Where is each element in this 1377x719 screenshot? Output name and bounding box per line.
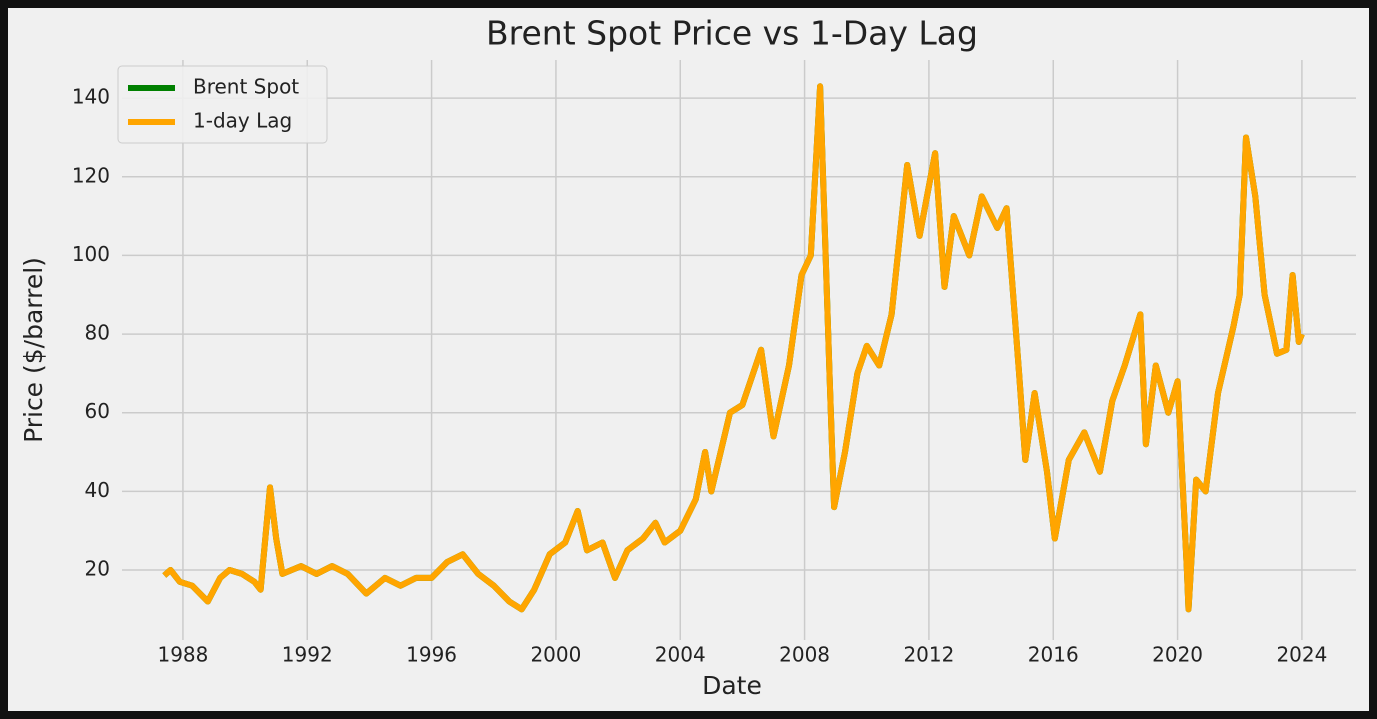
lines <box>162 83 1305 613</box>
chart-title: Brent Spot Price vs 1-Day Lag <box>486 14 978 53</box>
data-line <box>162 83 1305 613</box>
x-tick-label: 2012 <box>903 643 954 667</box>
grid: 20 40 60 80 100 120 140 1988 1992 1996 2000 2004 200… <box>72 60 1356 667</box>
y-tick-label: 120 <box>72 163 110 187</box>
y-tick-label: 60 <box>85 399 110 423</box>
y-tick-label: 140 <box>72 85 110 109</box>
y-tick-label: 100 <box>72 242 110 266</box>
y-axis-label: Price ($/barrel) <box>19 257 48 443</box>
y-tick-label: 20 <box>85 557 110 581</box>
x-tick-label: 2008 <box>779 643 830 667</box>
x-tick-label: 2004 <box>655 643 706 667</box>
y-tick-label: 80 <box>85 321 110 345</box>
legend: Brent Spot 1-day Lag <box>117 65 328 144</box>
x-tick-label: 2000 <box>530 643 581 667</box>
legend-label: Brent Spot <box>193 75 299 99</box>
x-tick-label: 2016 <box>1028 643 1079 667</box>
x-tick-label: 1988 <box>157 643 208 667</box>
x-tick-label: 2024 <box>1276 643 1327 667</box>
x-tick-label: 1992 <box>282 643 333 667</box>
x-axis-label: Date <box>702 671 762 700</box>
legend-label: 1-day Lag <box>193 109 292 133</box>
y-tick-label: 40 <box>85 478 110 502</box>
x-tick-label: 2020 <box>1152 643 1203 667</box>
x-tick-label: 1996 <box>406 643 457 667</box>
